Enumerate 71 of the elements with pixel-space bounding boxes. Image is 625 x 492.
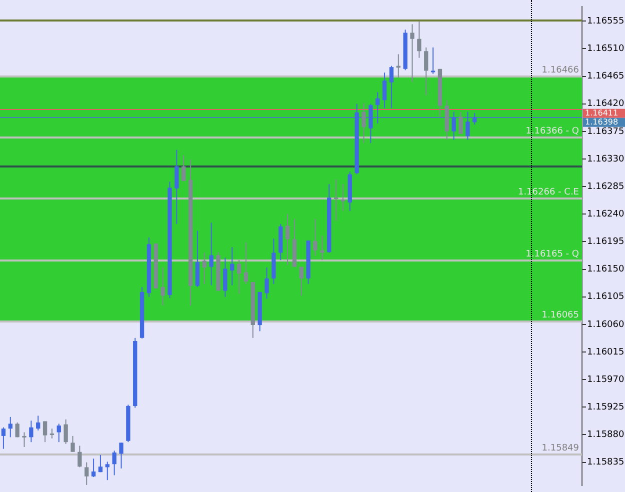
candlestick <box>50 428 54 439</box>
y-tick-label: 1.15835 <box>587 458 624 468</box>
y-tick-label: 1.16240 <box>587 209 624 220</box>
candlestick <box>452 111 456 140</box>
y-tick-label: 1.16195 <box>587 237 624 248</box>
candlestick <box>209 222 214 286</box>
y-tick-label: 1.16015 <box>587 347 624 358</box>
candlestick <box>70 435 75 452</box>
ref-line-label: 1.15849 <box>542 443 580 454</box>
candlestick <box>36 415 40 431</box>
ref-line-label: 1.16065 <box>542 310 579 320</box>
candlestick <box>1 426 6 450</box>
candlestick <box>368 103 373 144</box>
ref-line-label: 1.16266 - C.E <box>518 187 580 198</box>
candlestick <box>174 149 179 224</box>
candlestick <box>105 461 110 481</box>
candlestick <box>389 65 394 109</box>
y-tick-label: 1.16510 <box>587 44 624 54</box>
y-tick-label: 1.16465 <box>587 72 624 82</box>
ref-line-label: 1.16466 <box>542 65 580 76</box>
candlestick <box>112 450 116 476</box>
candlestick <box>119 442 124 469</box>
candlestick <box>458 111 463 134</box>
y-tick-label: 1.15970 <box>587 374 624 385</box>
candlestick <box>84 462 89 486</box>
candlestick <box>244 242 248 284</box>
candlestick <box>424 46 428 96</box>
candlestick <box>340 184 346 212</box>
ref-line-label: 1.16398 <box>585 117 618 126</box>
y-tick-label: 1.16420 <box>587 99 624 110</box>
y-tick-label: 1.16105 <box>587 292 624 302</box>
y-tick-label: 1.15880 <box>587 430 624 440</box>
candlestick <box>376 92 380 124</box>
candlestick <box>264 266 269 300</box>
candlestick <box>29 420 34 443</box>
ref-line-label: 1.16366 - Q <box>526 126 579 136</box>
candlestick <box>182 154 186 182</box>
candlestick <box>417 20 422 58</box>
candlestick <box>64 418 68 444</box>
candlestick <box>334 178 338 222</box>
candlestick <box>236 260 242 294</box>
y-tick-label: 1.16150 <box>587 264 624 275</box>
candlestick <box>410 24 414 82</box>
candlestick <box>382 72 387 109</box>
candlestick <box>160 266 165 306</box>
candlestick <box>15 422 20 438</box>
candlestick <box>313 218 318 256</box>
candlestick <box>78 445 82 468</box>
y-tick-label: 1.16060 <box>587 320 624 330</box>
y-tick-label: 1.16330 <box>587 154 624 164</box>
y-tick-label: 1.16555 <box>587 16 624 26</box>
candlestick <box>195 230 200 288</box>
candlestick <box>230 246 234 286</box>
candlestick <box>430 46 436 74</box>
candlestick <box>56 423 61 443</box>
candlestick <box>223 257 228 298</box>
ref-line-label: 1.16165 - Q <box>526 249 579 260</box>
candlestick <box>22 432 26 448</box>
candlestick <box>8 416 12 438</box>
y-tick-label: 1.16285 <box>587 182 624 192</box>
candlestick <box>299 266 304 296</box>
candlestick <box>202 252 206 284</box>
candlestick <box>42 420 48 443</box>
y-tick-label: 1.15925 <box>587 402 624 413</box>
candlestick <box>98 454 103 473</box>
ref-line-label: 1.16411 <box>585 108 618 118</box>
y-tick-label: 1.16375 <box>587 126 624 137</box>
candlestick <box>362 102 366 144</box>
candlestick <box>91 458 96 478</box>
candlestick <box>466 111 470 140</box>
candlestick <box>285 214 290 266</box>
